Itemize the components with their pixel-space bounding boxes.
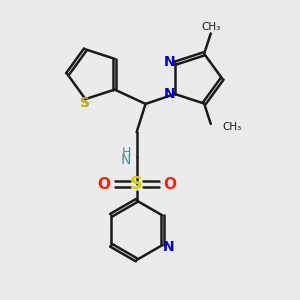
Text: N: N: [121, 153, 131, 167]
Text: N: N: [164, 87, 176, 101]
Text: S: S: [130, 175, 143, 193]
Text: O: O: [97, 177, 110, 192]
Text: S: S: [80, 96, 90, 110]
Text: CH₃: CH₃: [222, 122, 241, 132]
Text: O: O: [164, 177, 176, 192]
Text: CH₃: CH₃: [201, 22, 220, 32]
Text: H: H: [122, 146, 131, 159]
Text: N: N: [163, 240, 175, 254]
Text: N: N: [164, 55, 176, 69]
